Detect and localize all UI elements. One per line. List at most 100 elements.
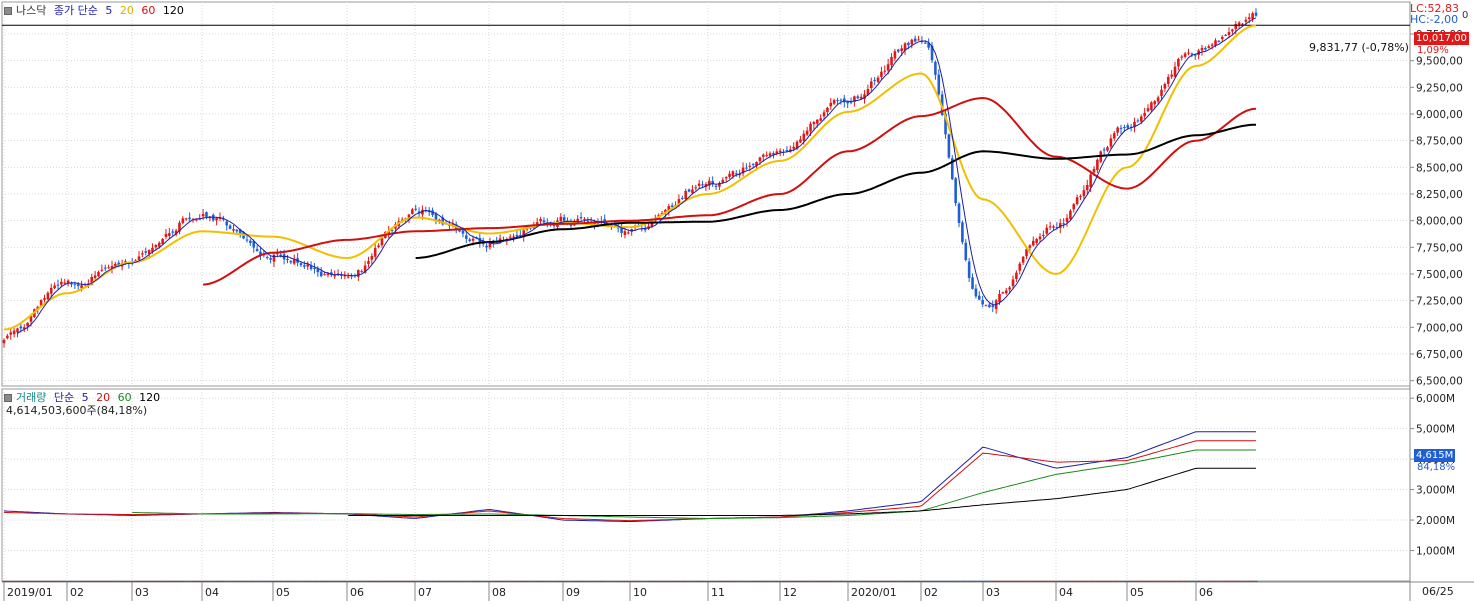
volume-bar — [690, 580, 695, 582]
volume-bar — [565, 580, 570, 582]
candle-body — [1217, 40, 1221, 42]
axis-layer: 2019/01 02 03 04 05 06 07 08 09 10 11 12 2020/01 02 03… — [3, 29, 1463, 601]
volume-bar — [525, 580, 529, 582]
volume-bar — [258, 580, 263, 582]
volume-bar — [255, 580, 259, 582]
candle-body — [1042, 234, 1045, 236]
candle-body — [738, 174, 741, 176]
volume-pct: 84,18% — [1417, 462, 1456, 473]
volume-bar — [53, 580, 57, 582]
volume-bar — [424, 580, 428, 582]
volume-bar — [46, 580, 50, 582]
hc-readout: HC:-2,00 — [1410, 13, 1459, 26]
candle-body — [9, 332, 13, 335]
candle-body — [515, 235, 519, 237]
volume-bar — [707, 580, 711, 582]
panel-menu-icon[interactable] — [4, 7, 12, 15]
candle-body — [461, 230, 465, 234]
volume-bar — [1251, 580, 1255, 582]
volume-bar — [991, 580, 995, 582]
volume-bar — [535, 580, 539, 582]
candle-body — [677, 199, 681, 205]
volume-bar — [646, 580, 651, 582]
candle-body — [363, 265, 367, 273]
candle-body — [238, 229, 242, 234]
candle-body — [694, 187, 698, 189]
volume-bar — [1092, 580, 1096, 582]
candle-body — [745, 167, 748, 169]
candle-body — [627, 232, 630, 234]
x-tick-label: 09 — [566, 586, 580, 599]
candle-body — [913, 38, 917, 42]
volume-bar — [660, 580, 664, 582]
candle-body — [954, 178, 957, 204]
candle-body — [1183, 53, 1187, 57]
volume-bar — [569, 580, 573, 582]
volume-bar — [157, 580, 161, 582]
volume-bar — [279, 580, 283, 582]
volume-bar — [93, 580, 97, 582]
volume-bar — [754, 580, 759, 582]
volume-bar — [997, 580, 1002, 582]
candle-body — [279, 254, 283, 256]
candle-body — [1089, 174, 1092, 187]
volume-bar — [245, 580, 249, 582]
candle-body — [313, 267, 316, 270]
volume-bar — [1136, 580, 1140, 582]
candle-body — [755, 161, 758, 166]
volume-bar — [744, 580, 749, 582]
panel-menu-icon[interactable] — [4, 394, 12, 402]
volume-bar — [1048, 580, 1052, 582]
volume-bar — [1062, 580, 1066, 582]
candle-body — [181, 218, 185, 224]
volume-bar — [1213, 580, 1218, 582]
volume-bar — [1220, 580, 1224, 582]
candle-body — [552, 224, 556, 226]
candle-body — [151, 247, 154, 252]
candle-body — [485, 245, 488, 248]
price-legend[interactable]: 나스닥 종가 단순 5 20 60 120 — [4, 4, 188, 17]
volume-bar — [1099, 580, 1103, 582]
volume-bar — [63, 580, 67, 582]
candle-body — [562, 217, 566, 221]
candle-body — [539, 218, 542, 222]
volume-bar — [822, 580, 826, 582]
candle-body — [147, 250, 151, 254]
volume-bar — [268, 580, 273, 582]
volume-bar — [360, 580, 364, 582]
candle-body — [1062, 223, 1065, 225]
volume-bar — [721, 580, 725, 582]
candle-body — [691, 189, 694, 194]
volume-legend[interactable]: 거래량 단순 5 20 60 120 — [4, 391, 164, 404]
y-tick-label: 9,000,00 — [1416, 109, 1463, 121]
volume-bar — [393, 580, 398, 582]
candle-body — [114, 263, 117, 267]
volume-bar — [1183, 580, 1187, 582]
candle-body — [1082, 190, 1086, 197]
candle-body — [161, 239, 164, 244]
volume-total: 4,614,503,600주(84,18%) — [6, 404, 148, 417]
volume-bar — [1244, 580, 1248, 582]
volume-bar — [80, 580, 84, 582]
candle-body — [947, 134, 951, 158]
volume-bar — [947, 580, 951, 582]
volume-bar — [781, 580, 786, 582]
volume-bar — [1055, 580, 1059, 582]
volume-bar — [366, 580, 371, 582]
volume-bar — [589, 580, 593, 582]
moving-average-layer — [2, 17, 1410, 334]
volume-bar — [191, 580, 195, 582]
volume-bar — [886, 580, 890, 582]
candle-body — [768, 153, 772, 156]
candle-body — [414, 208, 418, 210]
candle-body — [819, 118, 822, 121]
volume-bar — [471, 580, 475, 582]
volume-bar — [491, 580, 495, 582]
y-tick-label: 6,000M — [1416, 393, 1455, 405]
volume-bar — [1078, 580, 1083, 582]
candle-body — [417, 211, 421, 214]
volume-bar — [761, 580, 765, 582]
candle-body — [967, 261, 971, 278]
candle-body — [255, 248, 259, 251]
y-tick-label: 9,250,00 — [1416, 82, 1463, 94]
